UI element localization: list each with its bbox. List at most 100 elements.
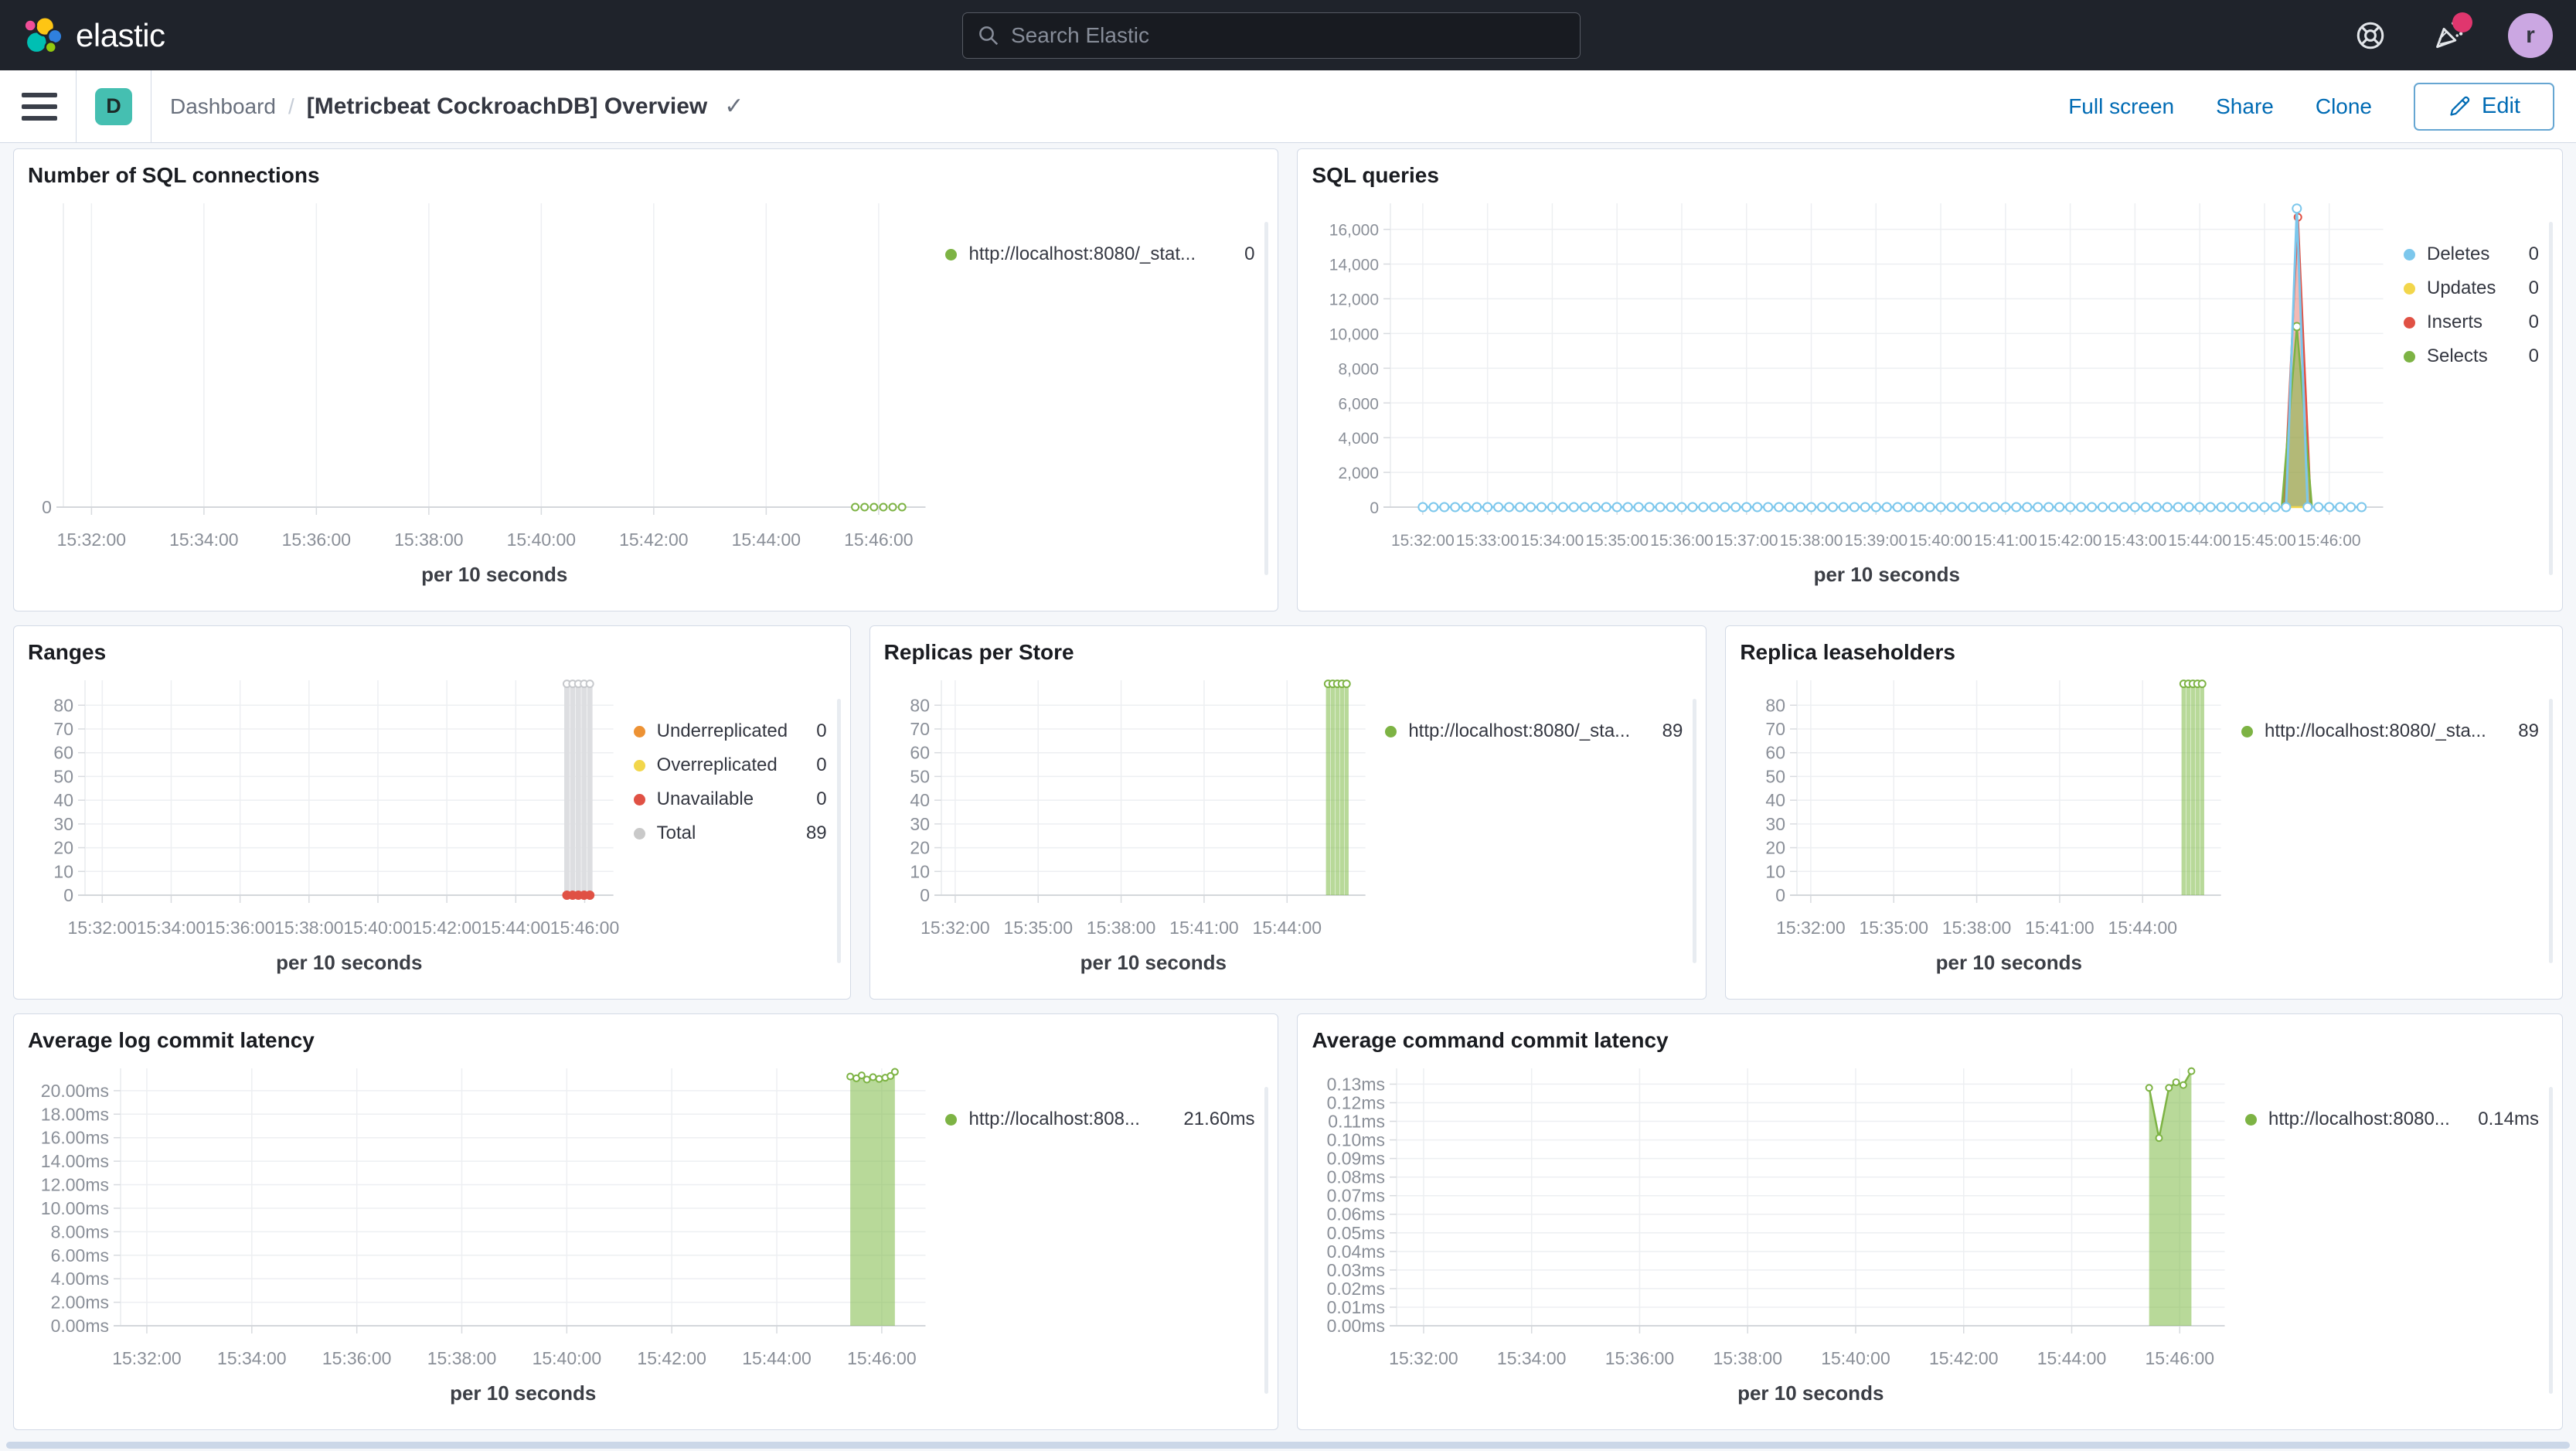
svg-text:15:42:00: 15:42:00 [619,530,688,550]
svg-text:15:36:00: 15:36:00 [322,1348,392,1368]
svg-text:20: 20 [1766,838,1786,858]
svg-text:16.00ms: 16.00ms [41,1128,109,1148]
breadcrumb-dashboard[interactable]: Dashboard [170,94,276,118]
chart-svg[interactable]: 15:32:00 15:34:00 15:36:00 15:38:00 15:40:00… [26,191,941,598]
panel-title[interactable]: Replicas per Store [883,640,1074,664]
svg-text:0: 0 [42,497,52,517]
legend-item[interactable]: Unavailable 0 [633,782,827,816]
chart-svg[interactable]: 15:32:00 15:33:00 15:34:00 15:35:00 15:36:00… [1310,191,2399,598]
space-badge[interactable]: D [95,87,132,125]
brand-text: elastic [76,16,165,53]
search-input[interactable] [1011,22,1566,48]
full-screen-link[interactable]: Full screen [2068,94,2175,118]
svg-text:0.03ms: 0.03ms [1327,1260,1385,1280]
chart-svg[interactable]: 15:32:00 15:34:00 15:36:00 15:38:00 15:40:00… [26,1056,941,1417]
legend-value: 0 [1244,244,1255,264]
legend-dot [2403,350,2415,363]
svg-text:70: 70 [53,719,73,739]
panel-legend: http://localhost:808... 21.60ms [941,1056,1269,1417]
legend-item[interactable]: Deletes 0 [2403,237,2539,271]
svg-text:15:34:00: 15:34:00 [1521,532,1584,550]
svg-text:per 10 seconds: per 10 seconds [276,951,422,974]
svg-text:15:38:00: 15:38:00 [1713,1348,1783,1368]
svg-text:40: 40 [1766,790,1786,810]
panel-title[interactable]: Average command commit latency [1312,1028,1669,1052]
legend-label: http://localhost:8080/_sta... [1408,720,1631,741]
svg-text:0: 0 [1370,499,1380,517]
svg-text:15:46:00: 15:46:00 [847,1348,917,1368]
chart-svg[interactable]: 15:32:00 15:34:00 15:36:00 15:38:00 15:40:00… [26,668,629,986]
dashboard-toolbar: D Dashboard / [Metricbeat CockroachDB] O… [0,70,2576,143]
legend-value: 0 [2528,244,2539,264]
legend-value: 0 [2528,278,2539,298]
legend-item[interactable]: http://localhost:8080/_sta... 89 [1385,714,1683,748]
user-avatar[interactable]: r [2508,12,2553,58]
saved-check-icon[interactable]: ✓ [724,94,744,119]
svg-text:per 10 seconds: per 10 seconds [1936,951,2082,974]
svg-text:0.12ms: 0.12ms [1327,1092,1385,1112]
legend-item[interactable]: Updates 0 [2403,271,2539,305]
home-link[interactable]: elastic [23,15,165,56]
legend-item[interactable]: http://localhost:8080/_sta... 89 [2241,714,2539,748]
legend-value: 0 [816,720,827,741]
svg-text:15:44:00: 15:44:00 [2037,1348,2107,1368]
chart-svg[interactable]: 15:32:00 15:35:00 15:38:00 15:41:00 15:44:00… [1738,668,2237,986]
svg-text:15:43:00: 15:43:00 [2104,532,2167,550]
legend-label: Selects [2426,346,2488,366]
chart-svg[interactable]: 15:32:00 15:35:00 15:38:00 15:41:00 15:44:00… [883,668,1381,986]
legend-item[interactable]: http://localhost:808... 21.60ms [945,1102,1254,1136]
panel-chart: 15:32:00 15:34:00 15:36:00 15:38:00 15:40:00… [26,665,841,986]
svg-text:15:38:00: 15:38:00 [394,530,463,550]
legend-item[interactable]: Selects 0 [2403,339,2539,373]
svg-text:12.00ms: 12.00ms [41,1175,109,1195]
svg-text:per 10 seconds: per 10 seconds [421,563,567,586]
svg-text:15:38:00: 15:38:00 [274,918,344,938]
share-link[interactable]: Share [2216,94,2274,118]
svg-text:15:32:00: 15:32:00 [112,1348,182,1368]
svg-text:70: 70 [910,719,930,739]
panel: Replicas per Store 15:32:00 15:35:00 15:38… [869,625,1707,1000]
legend-value: 0 [816,789,827,809]
svg-text:12,000: 12,000 [1329,291,1379,309]
edit-button[interactable]: Edit [2414,82,2554,131]
clone-link[interactable]: Clone [2315,94,2373,118]
legend-dot [633,725,645,737]
news-feed-button[interactable] [2431,12,2472,53]
svg-text:60: 60 [53,743,73,763]
svg-text:0.10ms: 0.10ms [1327,1130,1385,1150]
legend-value: 89 [805,823,827,843]
svg-text:30: 30 [53,814,73,834]
panel-chart: 15:32:00 15:34:00 15:36:00 15:38:00 15:40:00… [26,1053,1269,1417]
svg-text:0.13ms: 0.13ms [1327,1074,1385,1094]
global-search-bar[interactable] [962,12,1581,59]
svg-text:15:46:00: 15:46:00 [844,530,913,550]
legend-item[interactable]: Underreplicated 0 [633,714,827,748]
legend-dot [945,1113,958,1126]
panel-title[interactable]: Average log commit latency [28,1028,315,1052]
svg-text:15:38:00: 15:38:00 [1942,918,2012,938]
legend-value: 0.14ms [2478,1109,2539,1129]
svg-text:80: 80 [53,695,73,715]
horizontal-scrollbar[interactable] [6,1442,2570,1449]
menu-icon[interactable] [22,92,57,121]
legend-item[interactable]: Total 89 [633,816,827,850]
svg-text:20: 20 [910,838,930,858]
panel-title[interactable]: Replica leaseholders [1740,640,1955,664]
svg-text:30: 30 [1766,814,1786,834]
panel-legend: http://localhost:8080/_sta... 89 [1380,668,1697,986]
legend-item[interactable]: Inserts 0 [2403,305,2539,339]
panel-legend: Deletes 0 Updates 0 Inserts 0 Selects 0 [2399,191,2553,598]
panel-title[interactable]: Number of SQL connections [28,163,320,187]
panel-title[interactable]: SQL queries [1312,163,1439,187]
help-button[interactable] [2353,19,2387,53]
legend-item[interactable]: Overreplicated 0 [633,748,827,782]
svg-text:0.11ms: 0.11ms [1329,1112,1386,1132]
svg-text:15:40:00: 15:40:00 [1910,532,1973,550]
chart-svg[interactable]: 15:32:00 15:34:00 15:36:00 15:38:00 15:40:00… [1310,1056,2241,1417]
svg-text:15:44:00: 15:44:00 [2169,532,2232,550]
legend-item[interactable]: http://localhost:8080/_stat... 0 [945,237,1254,271]
panel-title[interactable]: Ranges [28,640,107,664]
legend-label: http://localhost:808... [968,1109,1140,1129]
svg-text:0.06ms: 0.06ms [1327,1204,1385,1224]
legend-item[interactable]: http://localhost:8080... 0.14ms [2244,1102,2539,1136]
